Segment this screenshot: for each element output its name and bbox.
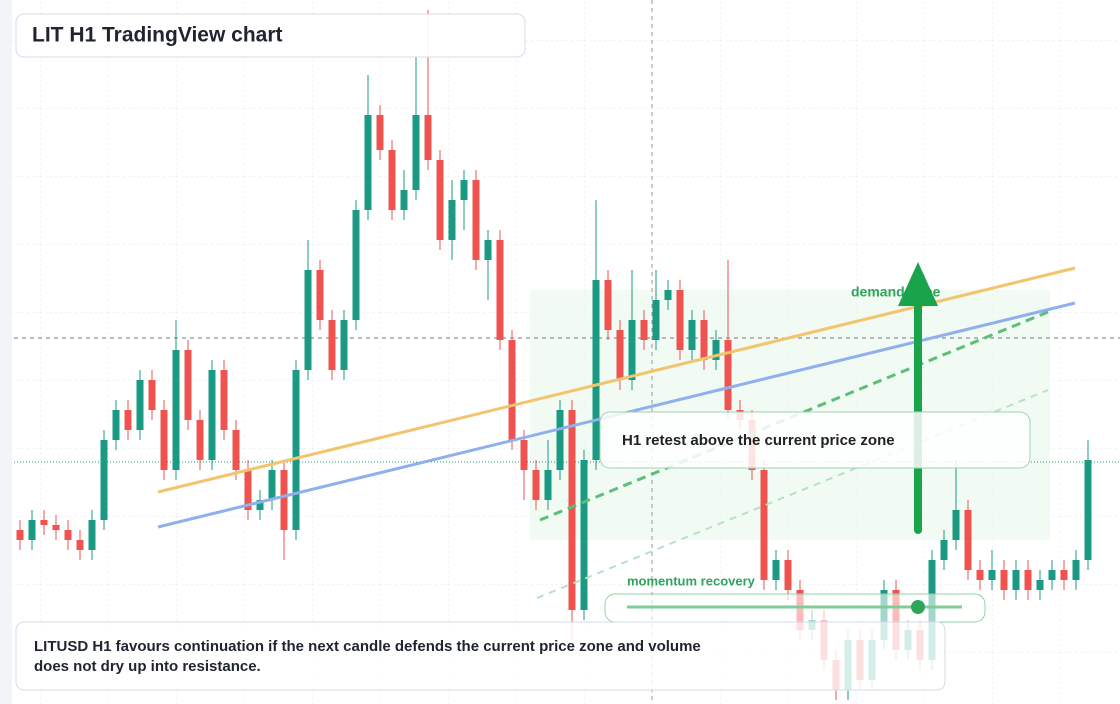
candle-body: [592, 280, 600, 460]
candle-body: [280, 470, 288, 530]
chart-title: LIT H1 TradingView chart: [32, 24, 283, 47]
candle-body: [508, 340, 516, 440]
candle-body: [616, 330, 624, 380]
candle-body: [484, 240, 492, 260]
candle-body: [1084, 460, 1092, 560]
candle-body: [652, 300, 660, 340]
candle-body: [688, 320, 696, 350]
candle-body: [580, 460, 588, 610]
candle-body: [160, 410, 168, 470]
candle-body: [304, 270, 312, 370]
candle-body: [196, 420, 204, 460]
candle-body: [520, 440, 528, 470]
candle-body: [640, 320, 648, 340]
caption-holder: LITUSD H1 favours continuation if the ne…: [34, 638, 701, 675]
candle-body: [244, 470, 252, 510]
candle-body: [664, 290, 672, 300]
momentum-dot: [911, 600, 925, 614]
candle-body: [568, 410, 576, 610]
candle-body: [1000, 570, 1008, 590]
candle-body: [532, 470, 540, 500]
candle-body: [700, 320, 708, 360]
candle-body: [88, 520, 96, 550]
candle-body: [184, 350, 192, 420]
candle-body: [172, 350, 180, 470]
candle-body: [376, 115, 384, 150]
candle-body: [40, 520, 48, 525]
candle-body: [364, 115, 372, 210]
candle-body: [136, 380, 144, 430]
candle-body: [148, 380, 156, 410]
candle-body: [760, 470, 768, 580]
candle-body: [328, 320, 336, 370]
candle-body: [460, 180, 468, 200]
candle-body: [424, 115, 432, 160]
candle-body: [400, 190, 408, 210]
candle-body: [208, 370, 216, 460]
candle-body: [292, 370, 300, 530]
candle-body: [436, 160, 444, 240]
candle-body: [628, 320, 636, 380]
retest-box: [599, 411, 1031, 469]
candle-body: [112, 410, 120, 440]
title-box: [15, 13, 526, 58]
candle-body: [604, 280, 612, 330]
candle-body: [316, 270, 324, 320]
candle-body: [268, 470, 276, 500]
caption: LITUSD H1 favours continuation if the ne…: [34, 638, 701, 675]
candle-body: [340, 320, 348, 370]
arrow-head: [898, 262, 938, 306]
candle-body: [1012, 570, 1020, 590]
candle-body: [124, 410, 132, 430]
candle-body: [784, 560, 792, 590]
candle-body: [76, 540, 84, 550]
candle-body: [964, 510, 972, 570]
candle-body: [940, 540, 948, 560]
candle-body: [28, 520, 36, 540]
candle-body: [544, 470, 552, 500]
candle-body: [52, 525, 60, 530]
candle-body: [724, 340, 732, 410]
candle-body: [232, 430, 240, 470]
candle-body: [712, 340, 720, 360]
candle-body: [976, 570, 984, 580]
candle-body: [448, 200, 456, 240]
candle-body: [256, 500, 264, 510]
candle-body: [412, 115, 420, 190]
candle-body: [352, 210, 360, 320]
candle-body: [496, 240, 504, 340]
candle-body: [1060, 570, 1068, 580]
retest-label: H1 retest above the current price zone: [622, 432, 895, 449]
candle-body: [472, 180, 480, 260]
caption-box: [15, 621, 946, 691]
candle-body: [64, 530, 72, 540]
candle-body: [1072, 560, 1080, 580]
candle-body: [952, 510, 960, 540]
candle-body: [16, 530, 24, 540]
candle-body: [988, 570, 996, 580]
candle-body: [220, 370, 228, 430]
candle-body: [1048, 570, 1056, 580]
momentum-label: momentum recovery: [627, 573, 756, 588]
candle-body: [1036, 580, 1044, 590]
candle-body: [388, 150, 396, 210]
left-edge: [0, 0, 12, 704]
candle-body: [772, 560, 780, 580]
candle-body: [556, 410, 564, 470]
candle-body: [1024, 570, 1032, 590]
candle-body: [100, 440, 108, 520]
candle-body: [676, 290, 684, 350]
